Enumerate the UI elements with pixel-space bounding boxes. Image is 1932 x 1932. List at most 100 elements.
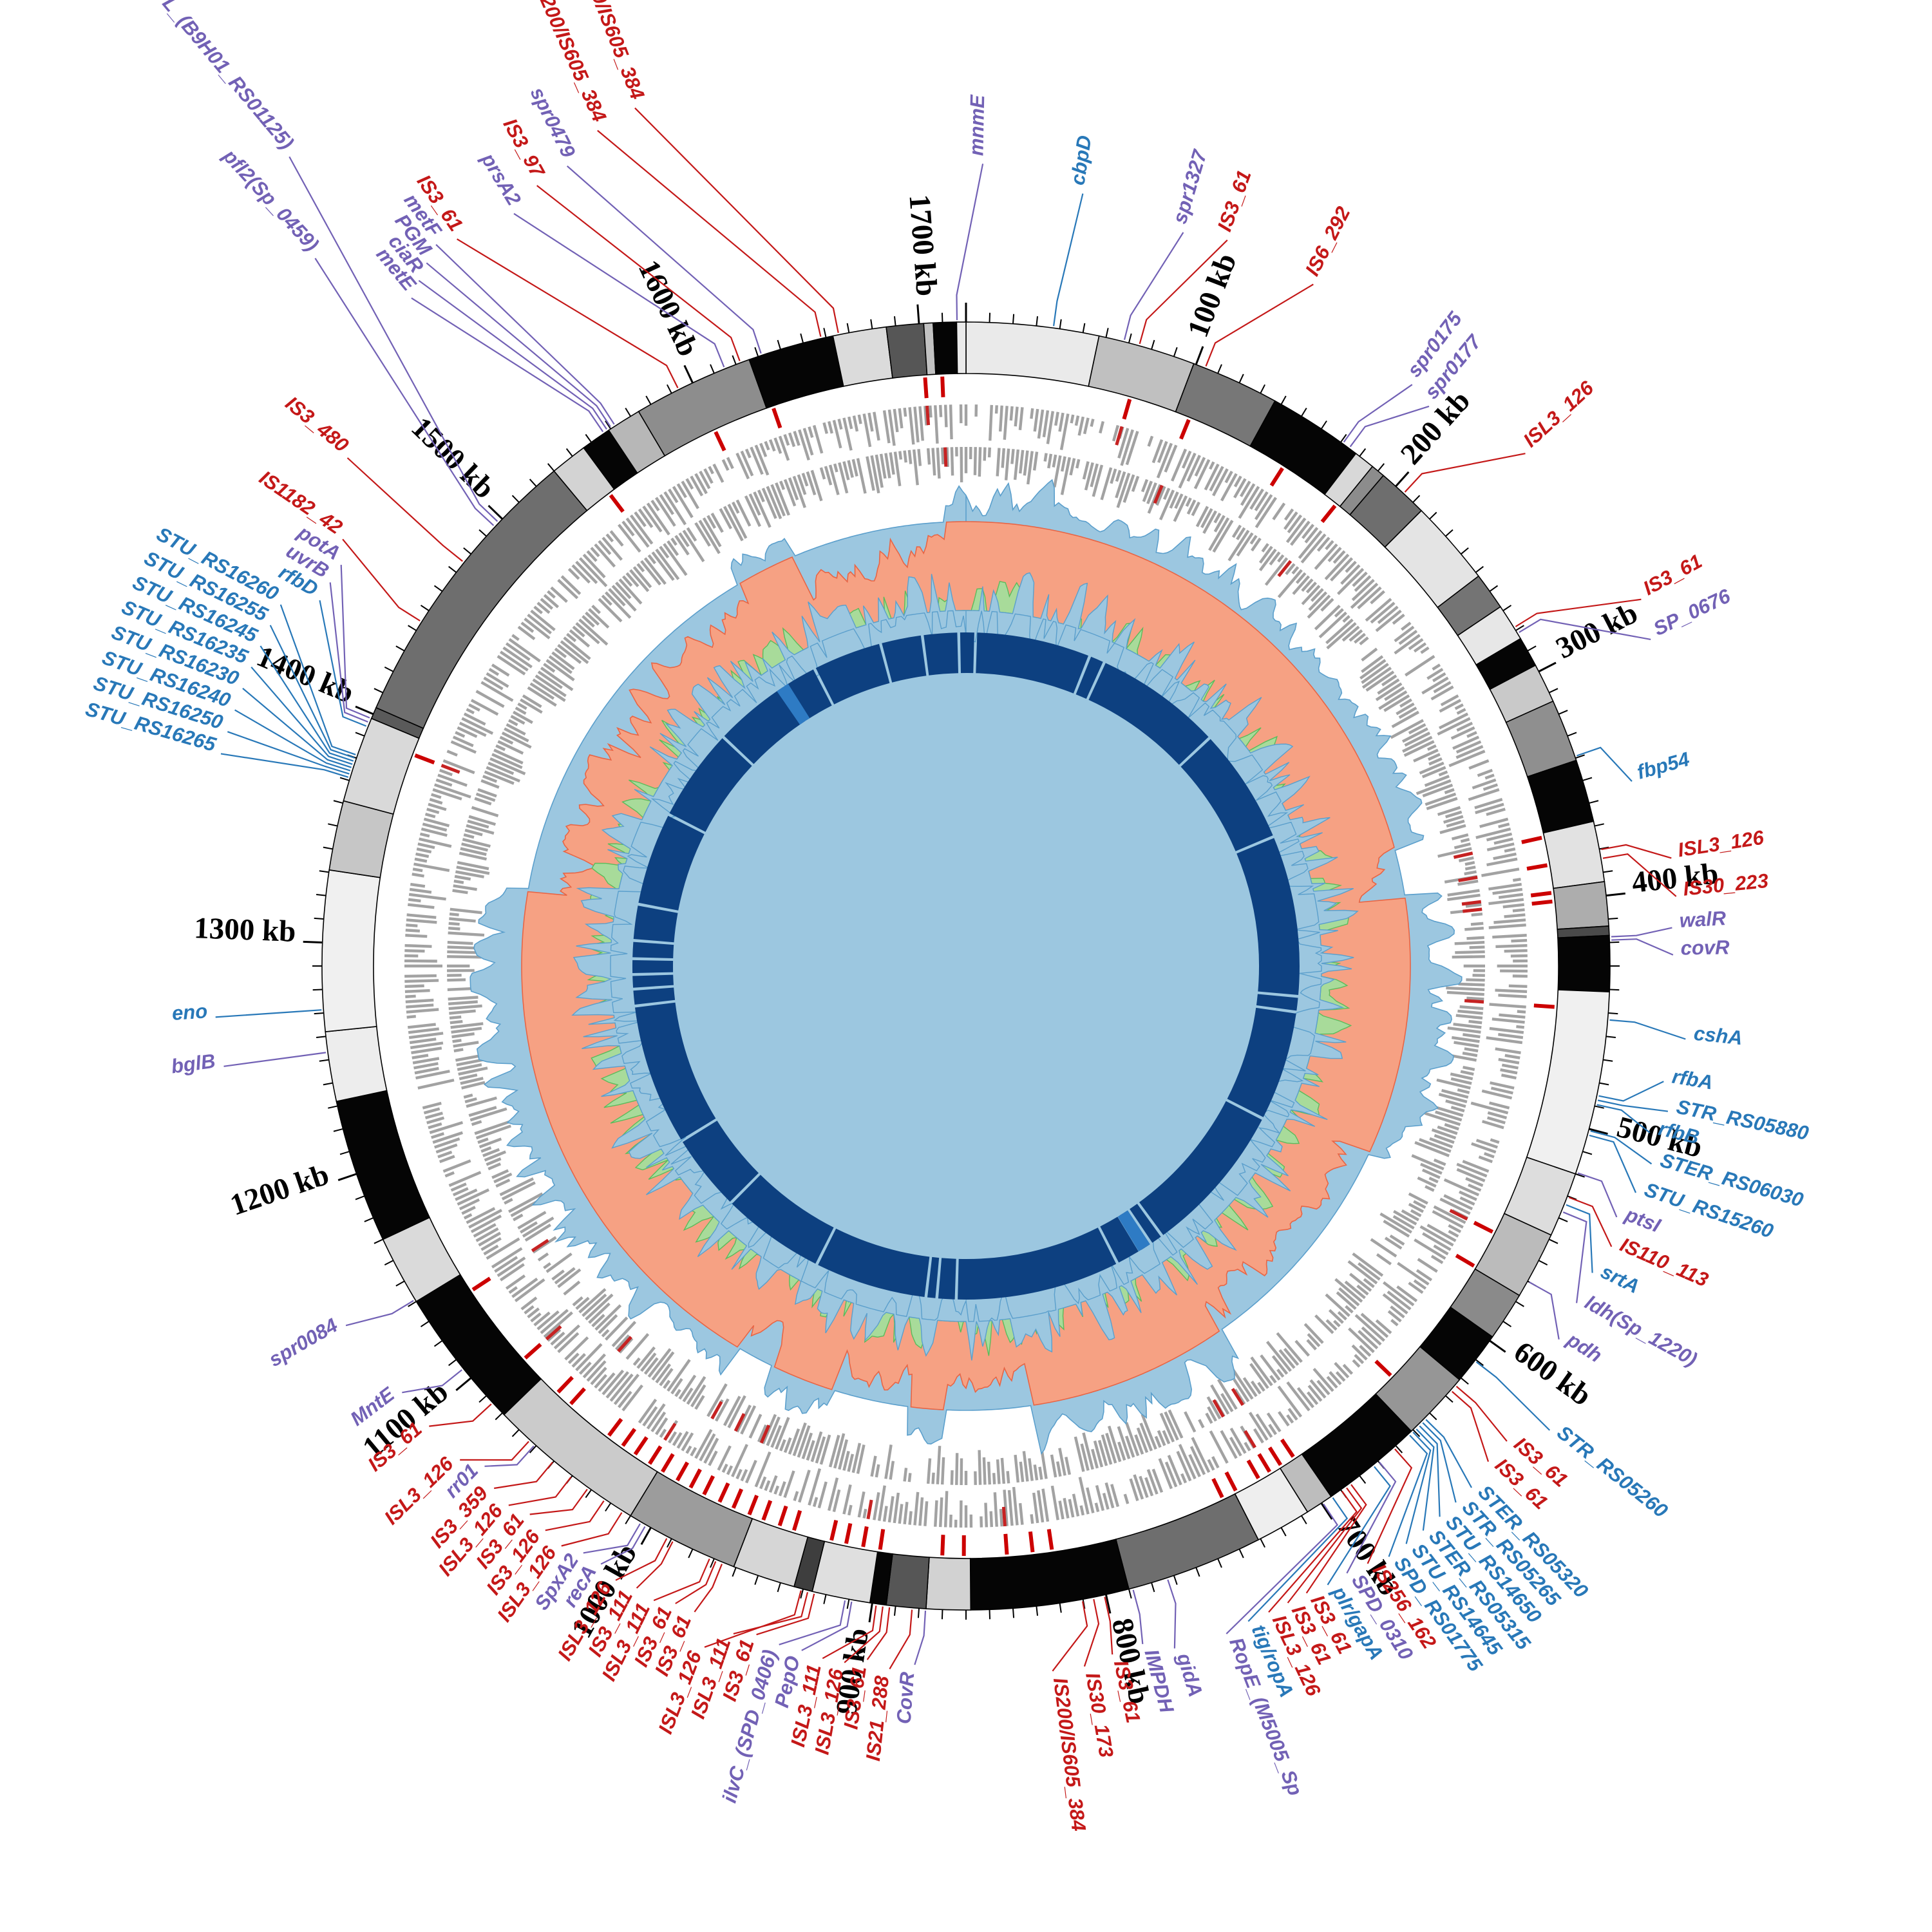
gene-bar	[480, 1236, 502, 1251]
gene-bar	[735, 499, 752, 527]
gene-bar	[408, 898, 421, 903]
gene-bar	[1018, 1502, 1024, 1525]
is-element-mark	[1280, 1438, 1295, 1458]
gene-bar	[918, 1497, 924, 1526]
minor-tick	[1589, 800, 1599, 804]
minor-tick	[433, 585, 443, 592]
gene-bar	[1389, 1234, 1405, 1246]
gene-bar	[998, 405, 1003, 432]
gene-bar	[457, 860, 489, 871]
gene-bar	[1490, 1138, 1500, 1144]
core-genome-ring	[632, 632, 1300, 1300]
gene-bar	[819, 1434, 831, 1465]
gene-bar	[1349, 629, 1363, 642]
gene-bar	[822, 422, 829, 434]
gene-bar	[1408, 638, 1424, 650]
label-leader-line	[215, 1009, 322, 1018]
minor-tick	[1036, 316, 1039, 327]
label-leader-line	[634, 107, 839, 334]
gene-label: ISL3_126	[1676, 826, 1766, 861]
gene-bar	[1157, 440, 1168, 463]
label-leader-line	[545, 1500, 605, 1531]
gene-bar	[862, 413, 872, 448]
label-leader-line	[1247, 1497, 1349, 1622]
minor-tick	[1059, 319, 1062, 329]
gene-bar	[721, 1463, 728, 1473]
gene-bar	[1439, 824, 1466, 835]
gene-bar	[1220, 1392, 1234, 1412]
gene-bar	[1474, 798, 1503, 810]
gene-bar	[457, 1063, 482, 1072]
gene-bar	[1277, 1385, 1303, 1418]
gene-bar	[1357, 586, 1382, 610]
minor-tick	[1538, 1260, 1548, 1265]
gene-bar	[448, 1171, 482, 1188]
gene-bar	[1365, 670, 1395, 692]
gene-bar	[1022, 1451, 1029, 1482]
gene-bar	[615, 582, 632, 600]
gene-bar	[1336, 1291, 1357, 1311]
minor-tick	[333, 800, 343, 804]
karyotype-ring	[321, 321, 1611, 1611]
gene-bar	[468, 1209, 502, 1229]
gene-bar	[453, 1041, 479, 1048]
gene-bar	[1164, 1411, 1179, 1441]
gene-bar	[663, 543, 688, 576]
gene-bar	[594, 543, 616, 568]
gene-bar	[564, 1336, 589, 1361]
gene-bar	[943, 1491, 949, 1528]
minor-tick	[384, 1260, 394, 1265]
is-element-mark	[1320, 504, 1337, 524]
gene-bar	[495, 744, 506, 752]
gene-bar	[1455, 740, 1482, 754]
gene-bar	[1300, 533, 1327, 564]
gene-bar	[1305, 582, 1317, 594]
core-ring-segment	[632, 974, 674, 988]
gene-bar	[778, 435, 790, 461]
major-tick	[683, 365, 694, 384]
minor-tick	[478, 529, 487, 537]
gene-bar	[491, 753, 523, 770]
gene-bar	[1229, 1427, 1247, 1454]
minor-tick	[448, 1359, 457, 1367]
gene-bar	[1186, 455, 1201, 482]
gene-bar	[1009, 406, 1014, 421]
gene-label: ptsI	[1622, 1203, 1664, 1237]
gene-bar	[478, 1137, 502, 1149]
label-leader-line	[529, 1488, 588, 1515]
minor-tick	[625, 408, 631, 417]
minor-tick	[1395, 1445, 1403, 1454]
is-element-mark	[1179, 419, 1191, 440]
gene-bar	[415, 1070, 450, 1080]
gene-bar	[497, 740, 524, 755]
gene-bar	[636, 563, 645, 573]
gene-bar	[598, 1314, 618, 1334]
karyotype-segment	[638, 359, 768, 457]
gene-bar	[591, 1314, 605, 1328]
gene-bar	[1390, 1305, 1405, 1319]
core-ring-segment	[815, 643, 890, 705]
gene-bar	[611, 585, 637, 612]
gene-bar	[460, 847, 487, 857]
gene-bar	[717, 1445, 732, 1471]
gene-bar	[1447, 889, 1480, 897]
gene-bar	[857, 414, 862, 424]
gene-bar	[694, 1428, 713, 1459]
minor-tick	[1567, 1195, 1577, 1200]
gene-bar	[1443, 815, 1464, 824]
gene-bar	[1174, 493, 1184, 509]
label-leader-line	[251, 667, 353, 765]
gene-bar	[1269, 551, 1281, 565]
gene-bar	[557, 643, 582, 665]
is-element-mark	[1455, 1253, 1475, 1268]
minor-tick	[1527, 645, 1537, 652]
label-leader-line	[411, 297, 604, 433]
gene-bar	[1090, 419, 1095, 427]
gene-bar	[1277, 569, 1303, 598]
karyotype-segment	[748, 335, 844, 409]
gene-bar	[543, 1262, 551, 1269]
label-leader-line	[435, 244, 615, 425]
gene-bar	[466, 824, 495, 835]
gene-bar	[1464, 926, 1484, 931]
